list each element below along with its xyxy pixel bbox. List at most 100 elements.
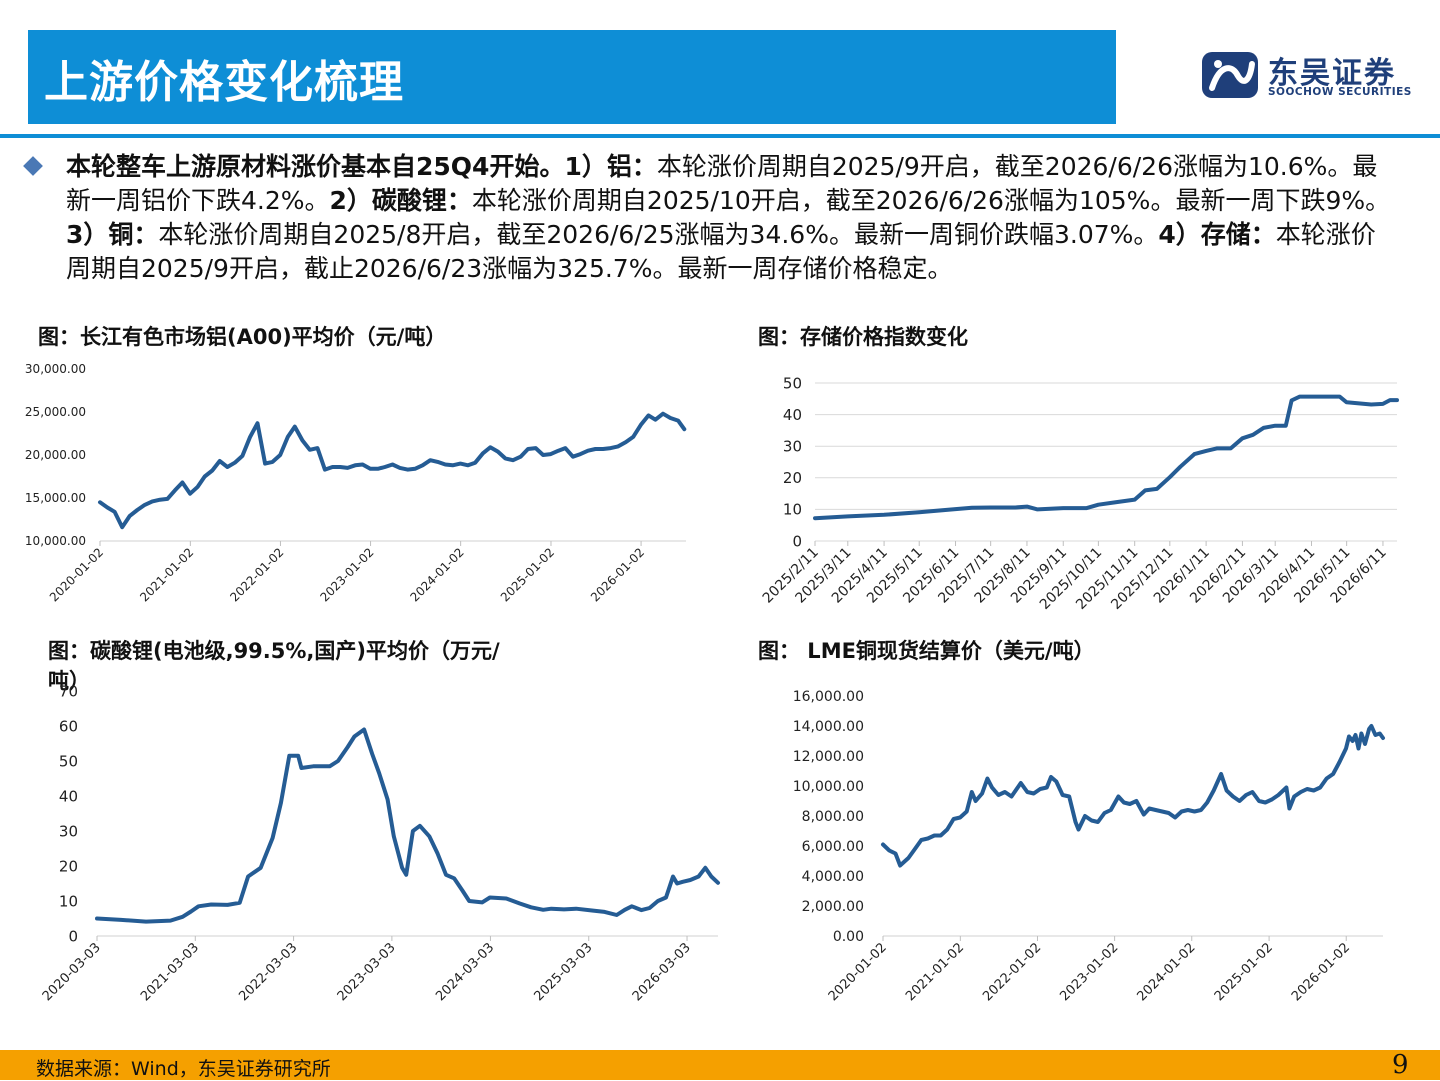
x-tick-label: 2025-01-02 [1212, 940, 1276, 1004]
y-tick-label: 40 [783, 406, 802, 424]
data-point [681, 880, 684, 883]
data-point [1154, 808, 1157, 812]
data-point [279, 801, 283, 805]
data-point [1032, 792, 1035, 795]
data-point [664, 896, 668, 899]
data-point [550, 907, 553, 910]
data-point [704, 866, 707, 869]
y-tick-label: 30,000.00 [25, 362, 86, 376]
data-point [1357, 747, 1360, 750]
data-point [371, 752, 374, 756]
data-point [1144, 489, 1147, 492]
data-point [278, 453, 282, 457]
x-tick-label: 2026-01-02 [588, 545, 647, 604]
data-point [882, 513, 886, 516]
data-point [293, 425, 296, 428]
data-point [675, 882, 679, 885]
data-point [504, 457, 507, 460]
x-tick-label: 2025/9/11 [1008, 545, 1070, 607]
data-point [564, 446, 567, 450]
data-point [1312, 789, 1315, 792]
data-point [1381, 736, 1385, 740]
data-point [404, 873, 408, 876]
data-point [1186, 808, 1190, 812]
data-point [436, 852, 439, 855]
data-point [331, 465, 334, 469]
data-point [429, 458, 432, 462]
data-point [323, 468, 327, 471]
data-point [1225, 789, 1228, 792]
y-tick-label: 20 [59, 857, 78, 875]
data-point [271, 460, 274, 464]
data-point [1264, 801, 1267, 804]
data-point [353, 735, 356, 738]
data-point [480, 901, 484, 904]
data-point [1168, 475, 1172, 479]
data-point [913, 847, 917, 851]
data-point [436, 460, 439, 464]
data-point [1305, 787, 1309, 791]
data-point [846, 515, 849, 518]
y-tick-label: 0 [68, 927, 78, 945]
x-tick-label: 2025-01-02 [498, 545, 557, 604]
data-point [467, 899, 471, 903]
data-point [1003, 790, 1007, 794]
data-point [601, 447, 605, 451]
data-point [1367, 727, 1371, 731]
data-point [518, 902, 521, 905]
data-point [1167, 811, 1170, 815]
data-point [541, 453, 545, 457]
data-point [640, 908, 643, 912]
data-point [616, 445, 620, 448]
data-point [997, 793, 1000, 797]
data-point [1199, 808, 1203, 812]
data-point [716, 881, 720, 884]
data-point [1345, 401, 1348, 404]
data-point [1285, 786, 1288, 789]
data-point [336, 759, 340, 763]
x-tick-label: 2026-03-03 [630, 940, 694, 1004]
data-point [1097, 503, 1100, 506]
data-point [1103, 811, 1106, 815]
data-point [143, 503, 146, 507]
data-point [1133, 498, 1136, 501]
logo-text-en: SOOCHOW SECURITIES [1268, 86, 1412, 98]
data-point [1238, 799, 1241, 803]
header-divider [0, 134, 1440, 138]
chart-title-lithium: 图：碳酸锂(电池级,99.5%,国产)平均价（万元/吨） [48, 639, 500, 693]
data-point [1109, 808, 1113, 812]
y-tick-label: 50 [783, 374, 802, 392]
data-point [630, 905, 634, 908]
data-point [189, 910, 193, 913]
x-tick-label: 2025/3/11 [793, 545, 855, 607]
data-point [328, 765, 331, 768]
data-point [661, 412, 665, 415]
chart-title-storage: 图：存储价格指数变化 [758, 325, 968, 349]
page-title: 上游价格变化梳理 [44, 57, 404, 108]
data-point [1090, 819, 1093, 822]
data-point [481, 452, 485, 455]
x-tick-label: 2024-03-03 [433, 940, 497, 1004]
y-tick-label: 16,000.00 [793, 689, 864, 705]
data-point [986, 777, 989, 780]
y-tick-label: 2,000.00 [802, 899, 864, 915]
data-point [1096, 820, 1100, 824]
data-point [1219, 772, 1223, 776]
data-point [1019, 781, 1022, 785]
data-point [656, 899, 660, 903]
data-point [1155, 487, 1159, 491]
x-tick-label: 2025/6/11 [900, 545, 962, 607]
data-point [1212, 789, 1215, 792]
data-point [671, 875, 675, 878]
data-point [1395, 398, 1399, 402]
data-point [466, 464, 470, 467]
data-point [918, 511, 921, 514]
x-tick-label: 2021-01-02 [903, 940, 967, 1004]
data-point [376, 467, 380, 470]
x-tick-label: 2025/10/11 [1037, 545, 1105, 613]
data-point [1331, 772, 1335, 776]
data-point [181, 481, 184, 484]
data-point [361, 463, 364, 466]
y-tick-label: 12,000.00 [793, 749, 864, 765]
data-point [1205, 801, 1209, 804]
